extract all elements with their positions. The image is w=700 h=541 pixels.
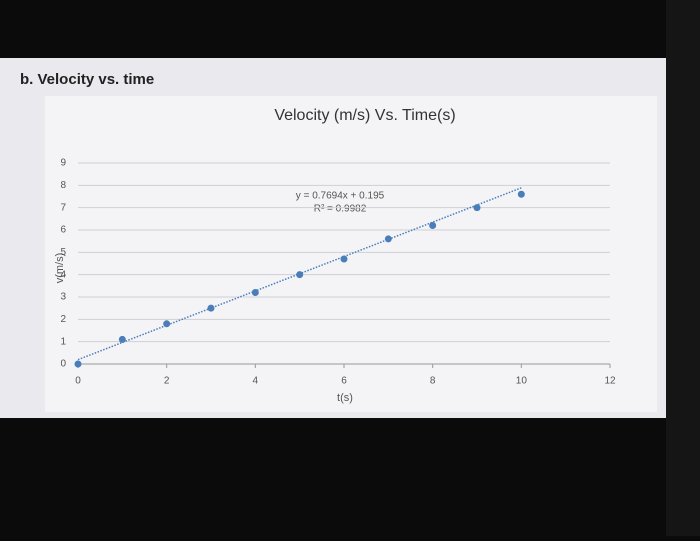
chart-title: Velocity (m/s) Vs. Time(s) (274, 107, 455, 124)
x-tick-label: 12 (604, 376, 616, 387)
y-tick-label: 1 (60, 336, 66, 347)
y-tick-label: 4 (60, 269, 66, 280)
x-tick-label: 4 (253, 376, 259, 387)
data-point (163, 320, 171, 328)
y-tick-label: 3 (60, 292, 66, 303)
y-tick-label: 7 (60, 202, 66, 213)
chart-area (45, 96, 657, 412)
y-axis-label: v(m/s) (54, 253, 66, 284)
data-point (429, 222, 437, 230)
trendline-r2: R² = 0.9982 (314, 204, 367, 215)
y-tick-label: 6 (60, 225, 66, 236)
data-point (74, 360, 82, 368)
y-tick-label: 8 (60, 180, 66, 191)
y-tick-label: 2 (60, 314, 66, 325)
x-tick-label: 10 (516, 376, 528, 387)
data-point (207, 304, 215, 312)
bezel (666, 0, 700, 536)
heading: b. Velocity vs. time (20, 71, 154, 88)
data-point (296, 271, 304, 279)
y-tick-label: 9 (60, 158, 66, 169)
x-axis-label: t(s) (337, 392, 353, 404)
x-tick-label: 2 (164, 376, 170, 387)
x-tick-label: 8 (430, 376, 436, 387)
data-point (473, 204, 481, 212)
x-tick-label: 6 (341, 376, 347, 387)
data-point (517, 190, 525, 198)
x-tick-label: 0 (75, 376, 81, 387)
data-point (118, 335, 126, 343)
y-tick-label: 0 (60, 359, 66, 370)
data-point (251, 289, 259, 297)
data-point (340, 255, 348, 263)
y-tick-label: 5 (60, 247, 66, 258)
trendline-equation: y = 0.7694x + 0.195 (296, 191, 385, 202)
data-point (384, 235, 392, 243)
